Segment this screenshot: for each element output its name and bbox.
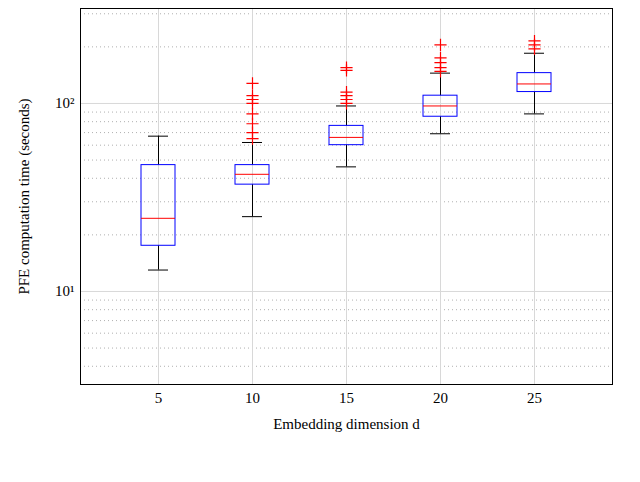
- svg-text:10¹: 10¹: [55, 283, 75, 299]
- svg-text:10²: 10²: [55, 95, 75, 111]
- svg-text:PFE computation time (seconds): PFE computation time (seconds): [16, 98, 33, 294]
- svg-text:20: 20: [433, 390, 448, 406]
- svg-text:15: 15: [339, 390, 354, 406]
- svg-text:5: 5: [155, 390, 163, 406]
- svg-text:Embedding dimension d: Embedding dimension d: [273, 416, 420, 432]
- svg-text:25: 25: [527, 390, 542, 406]
- svg-text:10: 10: [245, 390, 260, 406]
